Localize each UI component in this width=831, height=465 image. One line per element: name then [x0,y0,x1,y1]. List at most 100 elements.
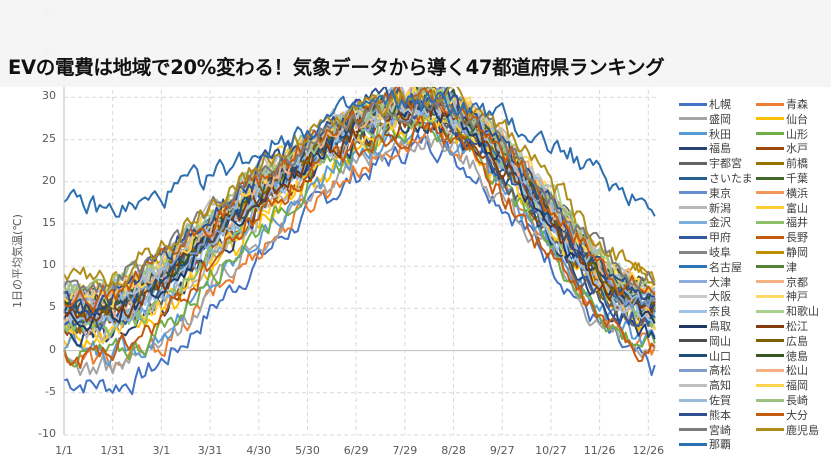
legend-label: 長崎 [786,394,808,407]
legend-item[interactable]: 熊本 [679,407,731,423]
legend-item[interactable]: 和歌山 [756,303,819,319]
legend-item[interactable]: 山形 [756,126,808,142]
legend-label: 名古屋 [709,260,742,274]
legend-item[interactable]: 東京 [679,185,731,201]
legend-item[interactable]: 岐阜 [679,244,731,260]
legend-label: 松山 [786,364,808,378]
legend-item[interactable]: 名古屋 [679,259,742,275]
legend-item[interactable]: 神戸 [756,288,808,304]
legend-item[interactable]: 松江 [756,318,808,334]
legend-item[interactable]: 千葉 [756,170,808,186]
legend-item[interactable]: 水戸 [756,140,808,156]
legend-item[interactable]: 鹿児島 [756,422,819,438]
legend-label: 広島 [786,334,808,348]
legend-swatch-icon [756,368,784,372]
legend-swatch-icon [756,250,784,254]
legend-item[interactable]: 新潟 [679,200,731,216]
x-tick-label: 8/28 [441,444,466,457]
legend-label: 大阪 [709,290,731,304]
legend-swatch-icon [679,309,707,313]
legend-item[interactable]: 富山 [756,200,808,216]
legend-item[interactable]: 大津 [679,274,731,290]
legend-label: さいたま [709,172,753,185]
legend-label: 高知 [709,379,731,393]
legend-item[interactable]: 山口 [679,348,731,364]
legend-item[interactable]: 奈良 [679,303,731,319]
legend-swatch-icon [679,413,707,417]
legend-item[interactable]: 金沢 [679,214,731,230]
legend-item[interactable]: 福島 [679,140,731,156]
x-tick-label: 1/1 [55,444,73,457]
legend-label: 福井 [786,216,808,230]
legend-item[interactable]: 長野 [756,229,808,245]
legend-label: 那覇 [709,438,731,452]
series-line [63,104,656,334]
legend-label: 大分 [786,408,808,422]
legend-item[interactable]: 仙台 [756,111,808,127]
legend-item[interactable]: 前橋 [756,155,808,171]
legend-item[interactable]: 秋田 [679,126,731,142]
legend-label: 仙台 [786,112,808,126]
legend-item[interactable]: 横浜 [756,185,808,201]
legend-item[interactable]: 盛岡 [679,111,731,127]
legend-item[interactable]: 宮崎 [679,422,731,438]
legend-swatch-icon [756,413,784,417]
x-tick-label: 7/29 [392,444,418,457]
legend-swatch-icon [679,206,707,210]
legend-item[interactable]: 大分 [756,407,808,423]
y-tick-label: 5 [49,300,56,314]
legend-item[interactable]: 徳島 [756,348,808,364]
legend-swatch-icon [679,280,707,284]
legend-label: 水戸 [786,142,808,156]
legend-item[interactable]: 松山 [756,362,808,378]
legend-swatch-icon [756,383,784,387]
legend-item[interactable]: 甲府 [679,229,731,245]
legend-item[interactable]: 札幌 [679,96,731,112]
legend-item[interactable]: 福岡 [756,377,808,393]
legend-item[interactable]: 高松 [679,362,731,378]
legend-swatch-icon [756,146,784,150]
legend-item[interactable]: さいたま [679,170,753,186]
legend-swatch-icon [756,176,784,180]
y-tick-label: 20 [42,173,56,187]
legend-item[interactable]: 青森 [756,96,808,112]
legend-label: 山形 [786,127,808,141]
page-title: EVの電費は地域で20%変わる！気象データから導く47都道府県ランキング [8,56,665,79]
legend-label: 徳島 [786,349,808,363]
legend-item[interactable]: 佐賀 [679,392,731,408]
legend-label: 静岡 [786,246,808,259]
legend-item[interactable]: 長崎 [756,392,808,408]
legend-item[interactable]: 津 [756,259,797,275]
legend-swatch-icon [679,368,707,372]
legend-item[interactable]: 那覇 [679,436,731,452]
legend-item[interactable]: 広島 [756,333,808,349]
legend-item[interactable]: 静岡 [756,244,808,260]
legend-label: 和歌山 [786,305,819,319]
legend-label: 高松 [709,364,731,378]
x-tick-label: 11/26 [583,444,616,457]
legend-swatch-icon [679,398,707,402]
legend-swatch-icon [756,206,784,210]
legend-label: 秋田 [709,127,731,141]
legend-label: 青森 [786,98,808,111]
legend-swatch-icon [756,354,784,358]
legend-swatch-icon [679,102,707,106]
legend-label: 金沢 [709,216,731,230]
y-tick-label: 0 [49,342,56,356]
x-tick-label: 3/1 [152,444,171,457]
legend-item[interactable]: 福井 [756,214,808,230]
legend-label: 津 [786,260,797,274]
legend-item[interactable]: 宇都宮 [679,155,742,171]
legend-item[interactable]: 大阪 [679,288,731,304]
legend-item[interactable]: 鳥取 [679,318,731,334]
legend-label: 岐阜 [709,246,731,259]
legend-swatch-icon [679,339,707,343]
legend-swatch-icon [679,250,707,254]
legend-item[interactable]: 高知 [679,377,731,393]
legend-swatch-icon [756,280,784,284]
y-axis-label: 1日の平均気温(℃) [11,214,24,308]
legend-swatch-icon [679,383,707,387]
legend-swatch-icon [679,191,707,195]
legend-item[interactable]: 岡山 [679,333,731,349]
legend-item[interactable]: 京都 [756,274,808,290]
